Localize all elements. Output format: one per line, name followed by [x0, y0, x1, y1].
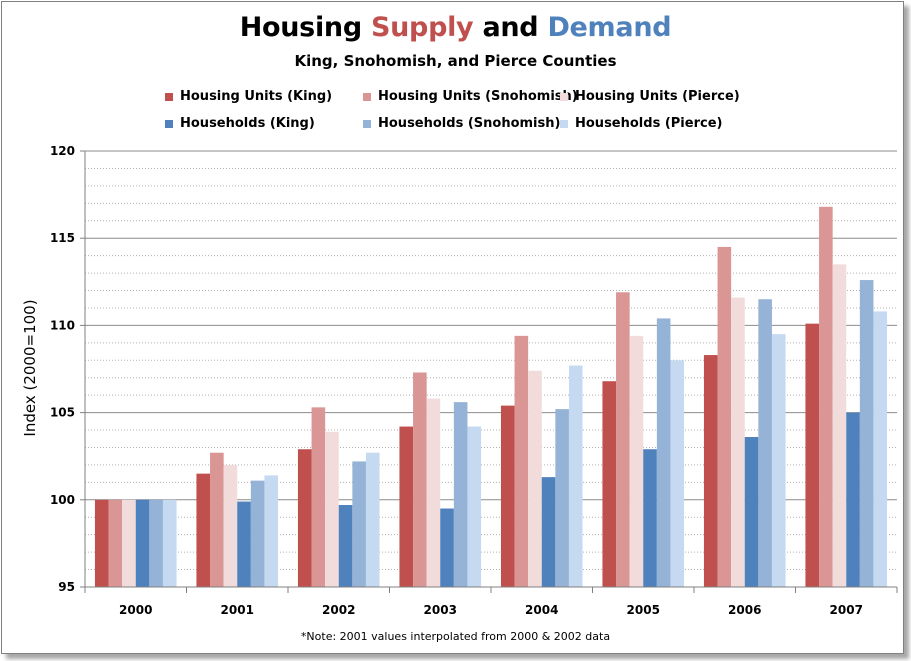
bar	[616, 292, 630, 587]
bar	[859, 280, 874, 587]
y-tick-label: 110	[50, 318, 75, 332]
legend-label: Households (Snohomish)	[378, 116, 561, 131]
bar	[413, 372, 427, 587]
bar	[426, 398, 441, 587]
y-tick-label: 115	[50, 231, 75, 245]
x-tick-label: 2003	[424, 603, 457, 617]
legend-item-housing-units-king: Housing Units (King)	[165, 89, 332, 104]
bar	[500, 405, 515, 587]
bar	[514, 335, 529, 587]
bar	[135, 499, 150, 587]
bar	[338, 505, 353, 587]
legend-label: Households (King)	[180, 116, 315, 131]
bar	[819, 206, 833, 588]
legend-label: Households (Pierce)	[575, 116, 723, 131]
legend-item-housing-units-snohomish: Housing Units (Snohomish)	[363, 89, 578, 104]
bar	[108, 499, 123, 587]
bar	[568, 365, 583, 587]
bar	[744, 437, 759, 587]
x-tick-label: 2005	[627, 603, 660, 617]
bar	[453, 402, 468, 587]
y-tick-label: 100	[50, 493, 75, 507]
bar	[555, 409, 569, 587]
legend-item-households-snohomish: Households (Snohomish)	[363, 116, 560, 131]
y-tick-label: 120	[50, 144, 75, 158]
bar	[643, 449, 657, 587]
chart-subtitle: King, Snohomish, and Pierce Counties	[294, 52, 617, 70]
bar	[311, 407, 326, 587]
bar	[365, 452, 380, 587]
legend-label: Housing Units (King)	[180, 89, 333, 104]
legend-item-households-king: Households (King)	[165, 116, 315, 131]
y-tick-label: 105	[50, 406, 75, 420]
bar	[399, 426, 414, 587]
bar	[149, 499, 163, 587]
legend-item-households-pierce: Households (Pierce)	[560, 116, 722, 131]
bar	[94, 499, 109, 587]
bar	[528, 370, 542, 587]
bar	[162, 499, 177, 587]
legend-label: Housing Units (Snohomish)	[378, 89, 578, 104]
bar	[264, 475, 279, 587]
bar	[122, 499, 136, 587]
x-tick-label: 2004	[525, 603, 558, 617]
x-tick-label: 2007	[830, 603, 863, 617]
bar	[703, 355, 718, 587]
footnote: *Note: 2001 values interpolated from 200…	[300, 630, 611, 643]
bar	[731, 297, 745, 587]
bar	[467, 426, 482, 587]
x-tick-label: 2006	[728, 603, 761, 617]
bar	[602, 381, 617, 587]
bar	[629, 335, 644, 587]
bar	[832, 264, 847, 587]
legend-swatch	[560, 92, 568, 101]
bar	[297, 449, 312, 587]
title-part-1: Housing	[239, 12, 371, 43]
x-tick-label: 2002	[322, 603, 355, 617]
bar	[440, 508, 454, 587]
bar	[325, 431, 339, 587]
legend-swatch	[560, 119, 568, 128]
legend-swatch	[165, 92, 173, 101]
bar	[656, 318, 671, 587]
legend-swatch	[165, 119, 173, 128]
bar	[805, 323, 820, 587]
bar	[541, 477, 556, 587]
bar	[717, 246, 732, 588]
legend-label: Housing Units (Pierce)	[575, 89, 740, 104]
bar	[771, 334, 786, 587]
bar	[846, 412, 860, 587]
bar	[196, 473, 211, 587]
bar	[210, 452, 224, 587]
bar	[223, 464, 238, 587]
chart-title: Housing Supply and Demand	[0, 12, 911, 43]
bar	[352, 461, 366, 587]
bar	[758, 299, 772, 587]
x-tick-label: 2000	[119, 603, 152, 617]
bar	[873, 311, 888, 587]
y-tick-label: 95	[58, 580, 75, 594]
legend-swatch	[363, 119, 371, 128]
legend-swatch	[363, 92, 371, 101]
title-part-3: and	[473, 12, 548, 43]
x-tick-label: 2001	[221, 603, 254, 617]
title-part-supply: Supply	[370, 12, 474, 43]
bar	[670, 360, 685, 587]
bar	[250, 480, 265, 587]
legend-item-housing-units-pierce: Housing Units (Pierce)	[560, 89, 740, 104]
title-part-demand: Demand	[547, 12, 672, 43]
bar	[237, 501, 251, 587]
